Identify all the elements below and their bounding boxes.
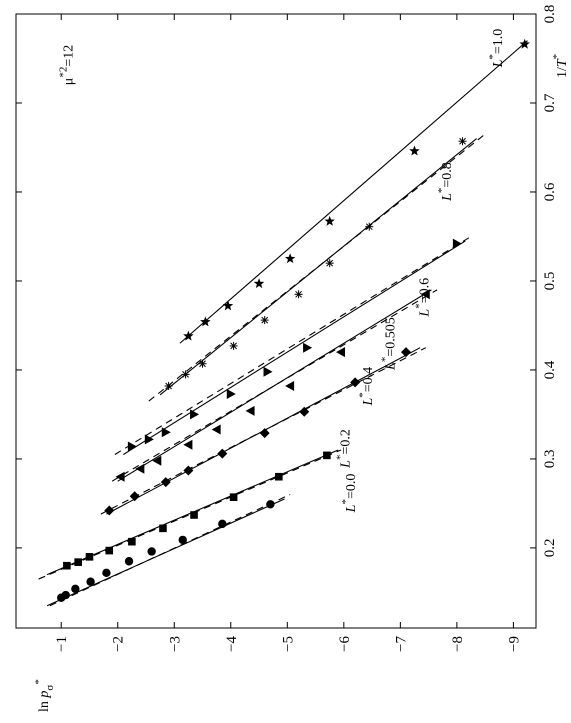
x-axis-label: 1/T* bbox=[551, 54, 570, 78]
data-point bbox=[129, 491, 140, 502]
series-label: L*=0.0 bbox=[340, 474, 359, 514]
solid-fit-line bbox=[159, 138, 477, 396]
data-point bbox=[178, 535, 187, 545]
data-point bbox=[245, 405, 255, 416]
series-label: L*=0.6 bbox=[414, 278, 433, 318]
series-label: L*=0.505 bbox=[380, 317, 399, 371]
data-point bbox=[128, 537, 136, 546]
data-point bbox=[222, 300, 234, 311]
data-point bbox=[161, 427, 171, 438]
data-point bbox=[218, 519, 227, 529]
x-tick-label: 0.7 bbox=[542, 93, 558, 112]
y-tick-label: −9 bbox=[506, 636, 522, 652]
dashed-fit-line bbox=[114, 235, 472, 455]
data-point bbox=[324, 215, 335, 226]
data-point bbox=[124, 557, 134, 566]
data-point bbox=[190, 511, 198, 519]
y-tick-label: −2 bbox=[111, 636, 127, 652]
data-point bbox=[190, 409, 200, 420]
y-tick-label: −8 bbox=[450, 636, 466, 652]
data-point bbox=[105, 546, 114, 555]
data-point bbox=[115, 471, 125, 482]
data-point bbox=[85, 553, 94, 561]
data-point bbox=[164, 381, 173, 390]
x-tick-label: 0.3 bbox=[542, 450, 558, 469]
x-tick-label: 0.4 bbox=[542, 360, 558, 379]
solid-fit-line bbox=[123, 240, 466, 455]
x-tick-label: 0.6 bbox=[542, 182, 558, 201]
data-point bbox=[458, 137, 467, 146]
data-point bbox=[519, 38, 530, 49]
data-point bbox=[266, 500, 275, 509]
data-point bbox=[409, 145, 420, 156]
plot-frame bbox=[15, 13, 537, 629]
data-point bbox=[229, 493, 238, 501]
y-tick-label: −5 bbox=[280, 636, 296, 652]
data-point bbox=[294, 290, 303, 299]
y-tick-label: −6 bbox=[337, 636, 353, 652]
data-point bbox=[323, 451, 331, 460]
x-tick-label: 0.5 bbox=[542, 272, 558, 291]
data-point bbox=[350, 377, 361, 388]
data-point bbox=[420, 289, 430, 300]
data-point bbox=[325, 259, 334, 268]
data-point bbox=[260, 316, 269, 325]
series-label: L*=0.8 bbox=[436, 162, 455, 202]
data-point bbox=[86, 577, 95, 586]
data-point bbox=[263, 366, 273, 377]
data-point bbox=[275, 472, 283, 481]
data-point bbox=[159, 524, 167, 533]
data-point bbox=[401, 347, 411, 358]
data-point bbox=[183, 439, 193, 450]
solid-fit-line bbox=[117, 289, 432, 482]
data-point bbox=[102, 568, 111, 578]
data-point bbox=[74, 558, 82, 566]
data-point bbox=[104, 505, 115, 516]
data-point bbox=[303, 342, 313, 353]
data-point bbox=[452, 238, 462, 249]
mu-annotation: μ*2=12 bbox=[58, 45, 77, 85]
data-point bbox=[135, 463, 145, 474]
data-point bbox=[253, 278, 265, 289]
data-point bbox=[147, 547, 156, 556]
y-tick-label: −1 bbox=[54, 636, 70, 652]
series-label: L*=0.4 bbox=[357, 367, 376, 407]
data-point bbox=[152, 455, 162, 466]
data-point bbox=[160, 477, 171, 488]
dashed-fit-line bbox=[111, 289, 438, 482]
data-point bbox=[229, 341, 238, 350]
data-point bbox=[211, 424, 221, 435]
data-point bbox=[127, 441, 137, 452]
data-point bbox=[198, 359, 207, 368]
x-tick-label: 0.8 bbox=[542, 5, 558, 24]
data-point bbox=[284, 253, 296, 264]
series-label: L*=1.0 bbox=[487, 29, 506, 69]
data-point bbox=[183, 330, 194, 341]
data-point bbox=[183, 465, 194, 476]
solid-fit-line bbox=[179, 40, 528, 344]
y-tick-label: −4 bbox=[224, 636, 240, 652]
y-axis-label: ln pσ* bbox=[33, 679, 56, 712]
data-point bbox=[285, 380, 295, 391]
data-point bbox=[63, 561, 71, 570]
data-point bbox=[71, 584, 80, 594]
data-point bbox=[336, 347, 345, 358]
data-point bbox=[200, 316, 211, 327]
data-point bbox=[299, 406, 310, 417]
data-point bbox=[61, 590, 70, 600]
x-tick-label: 0.2 bbox=[542, 539, 558, 558]
solid-fit-line bbox=[46, 498, 285, 607]
series-label: L*=0.2 bbox=[334, 429, 353, 469]
data-point bbox=[365, 222, 374, 231]
data-point bbox=[144, 434, 154, 445]
data-point bbox=[226, 388, 236, 399]
y-tick-label: −7 bbox=[393, 636, 409, 652]
y-tick-label: −3 bbox=[167, 636, 183, 652]
data-point bbox=[259, 428, 270, 439]
data-point bbox=[217, 448, 228, 459]
data-point bbox=[181, 370, 190, 379]
